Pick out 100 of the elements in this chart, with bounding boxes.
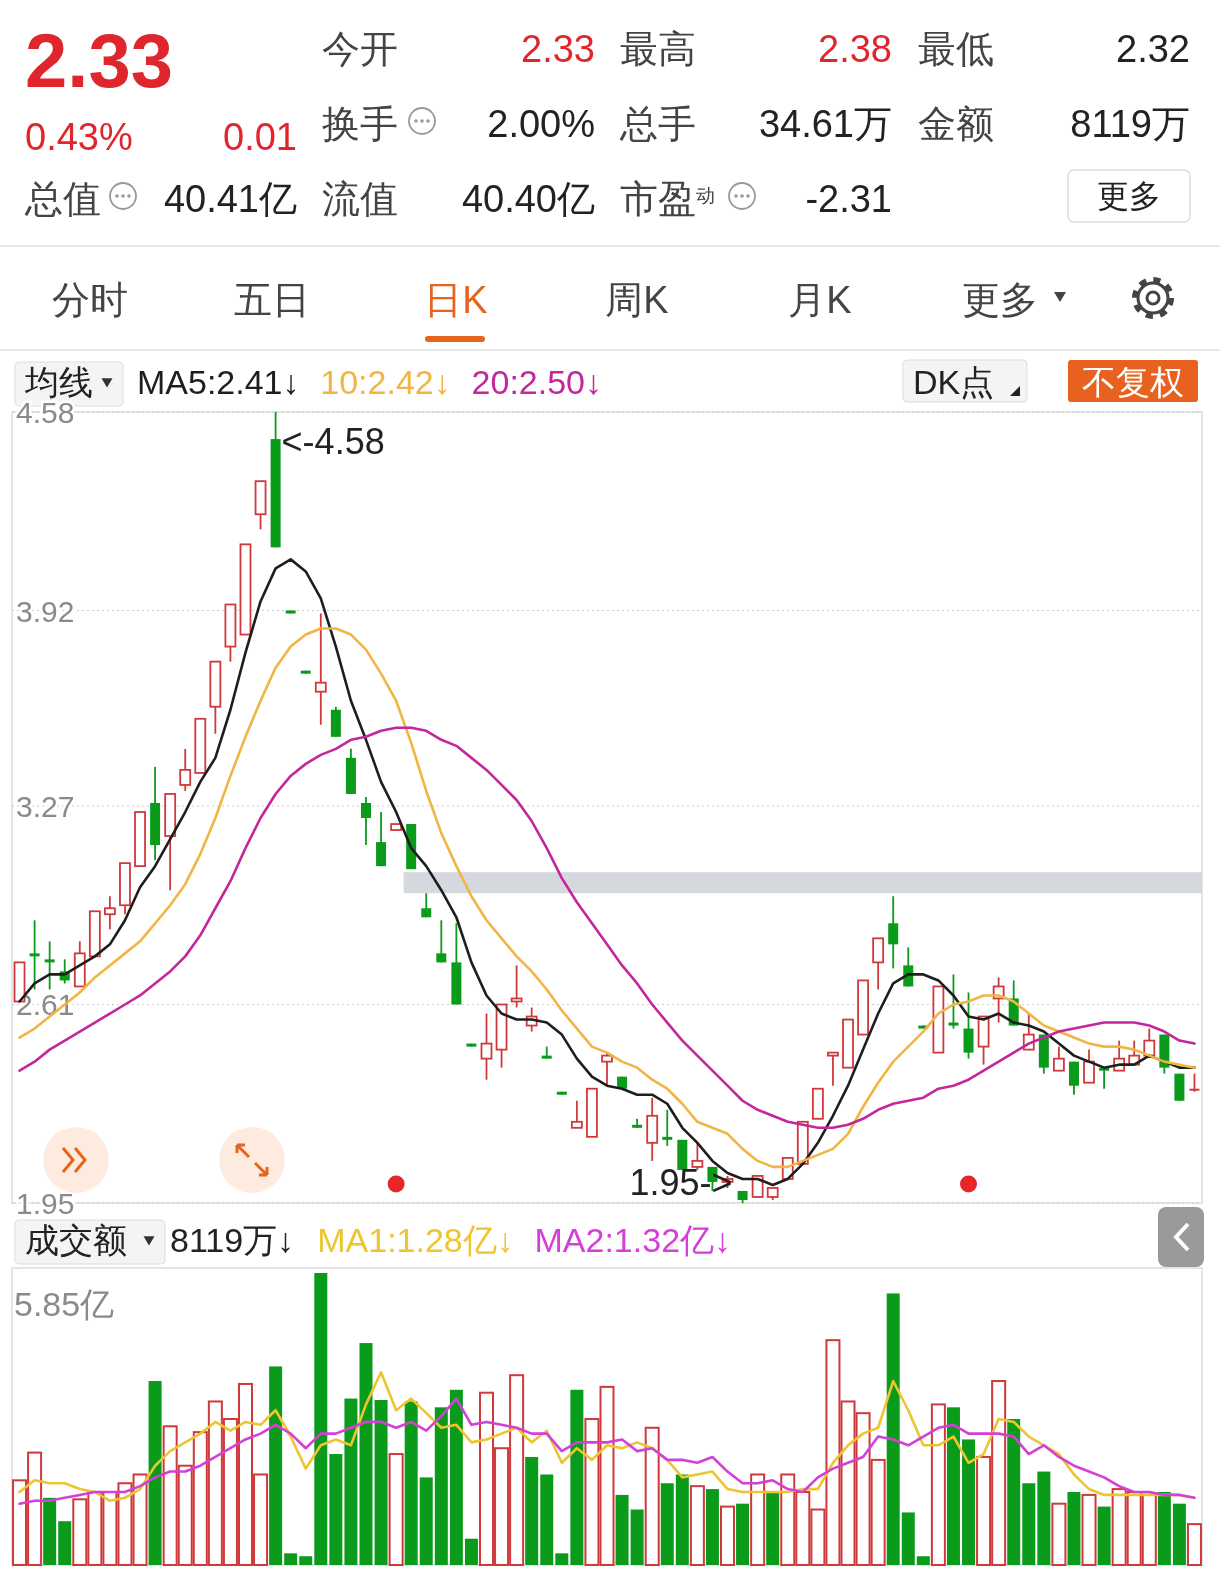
text: 月K: [788, 279, 852, 321]
bar: [434, 1407, 448, 1565]
text: 分时: [52, 279, 128, 321]
candlestick: [436, 919, 447, 964]
bar: [1097, 1506, 1111, 1565]
candlestick: [179, 747, 192, 792]
legend-title: 成交额: [25, 1221, 127, 1259]
text: 总手: [619, 103, 696, 145]
bar: [1186, 1523, 1202, 1566]
y-tick-label: 3.92: [16, 594, 75, 627]
text: 2.38: [818, 28, 892, 70]
text: 40.40亿: [461, 178, 595, 220]
bar: [540, 1474, 554, 1565]
candlestick: [827, 1051, 839, 1087]
bar: [720, 1505, 736, 1566]
text: MA2:1.32亿↓: [534, 1221, 732, 1259]
candlestick: [1083, 1048, 1095, 1084]
bar: [570, 1389, 584, 1565]
bar: [344, 1398, 358, 1565]
bar: [404, 1401, 418, 1565]
text: 总值: [24, 178, 101, 220]
text: 0.43%: [25, 116, 133, 158]
bar: [419, 1477, 433, 1565]
text: 日K: [424, 279, 488, 321]
y-tick-label: 3.27: [16, 789, 75, 823]
legend-title: 均线: [24, 363, 93, 401]
text: 2.32: [1116, 28, 1190, 70]
text: 金额: [918, 103, 994, 145]
candlestick: [104, 895, 116, 931]
text: 周K: [605, 279, 669, 321]
bar: [329, 1454, 343, 1565]
text: 40.41亿: [163, 178, 297, 220]
text: 五日: [234, 279, 310, 321]
annotation: 5.85亿: [14, 1285, 115, 1323]
bar: [630, 1509, 644, 1565]
text: 34.61万: [758, 103, 892, 145]
bar: [916, 1556, 930, 1565]
text: 2.00%: [487, 103, 595, 145]
bar: [555, 1553, 569, 1565]
bar: [284, 1553, 298, 1565]
text: 8119万: [1070, 103, 1190, 145]
bar: [359, 1343, 373, 1565]
bar: [1037, 1471, 1051, 1565]
bar: [886, 1293, 900, 1565]
text: 20:2.50↓: [471, 363, 603, 401]
text: DK点: [913, 363, 995, 401]
bar: [1051, 1502, 1067, 1566]
bar: [148, 1381, 162, 1565]
bar: [314, 1273, 328, 1565]
bar: [615, 1494, 629, 1565]
candlestick: [662, 1108, 673, 1147]
bar: [388, 1453, 404, 1566]
bar: [766, 1492, 780, 1565]
text: MA5:2.41↓: [137, 363, 300, 401]
bar: [464, 1538, 478, 1565]
text: 更多: [1097, 178, 1161, 214]
annotation: <-4.58: [281, 421, 385, 462]
bar: [1157, 1492, 1171, 1565]
candlestick: [510, 964, 523, 1009]
candlestick: [314, 612, 327, 726]
bar: [675, 1474, 689, 1565]
text: 最高: [620, 28, 696, 70]
bar: [1007, 1419, 1021, 1565]
bar: [930, 1403, 946, 1566]
text: 最低: [918, 28, 994, 70]
candlestick: [888, 895, 899, 970]
bar: [525, 1456, 539, 1565]
bar: [946, 1407, 960, 1565]
text: 更多: [962, 279, 1038, 321]
bar: [962, 1439, 976, 1565]
candlestick: [29, 919, 40, 991]
bar: [1172, 1503, 1186, 1565]
text: 换手: [322, 103, 398, 145]
bar: [644, 1426, 660, 1566]
bar: [43, 1497, 57, 1565]
candlestick: [421, 892, 432, 919]
text: 2.33: [25, 18, 173, 103]
bar: [1022, 1483, 1036, 1565]
text: 市盈$^{动}$: [620, 178, 715, 220]
line-series: [18, 726, 1196, 1130]
candlestick: [480, 1012, 493, 1081]
text: 2.33: [521, 28, 595, 70]
bar: [689, 1485, 705, 1566]
bar: [750, 1473, 766, 1566]
text: -2.31: [805, 178, 892, 220]
text: MA1:1.28亿↓: [317, 1221, 514, 1259]
bar: [299, 1556, 313, 1565]
bar: [1081, 1493, 1097, 1566]
bar: [660, 1483, 674, 1565]
candlestick: [1053, 1045, 1065, 1072]
candlestick: [691, 1141, 704, 1171]
bar: [705, 1489, 719, 1565]
text: 0.01: [223, 116, 297, 158]
y-tick-label: 1.95: [16, 1186, 75, 1220]
bar: [901, 1512, 915, 1565]
candlestick: [44, 940, 55, 991]
text: 8119万↓: [170, 1221, 295, 1259]
bar: [1067, 1492, 1081, 1565]
candlestick: [570, 1099, 583, 1129]
bar: [736, 1503, 750, 1565]
